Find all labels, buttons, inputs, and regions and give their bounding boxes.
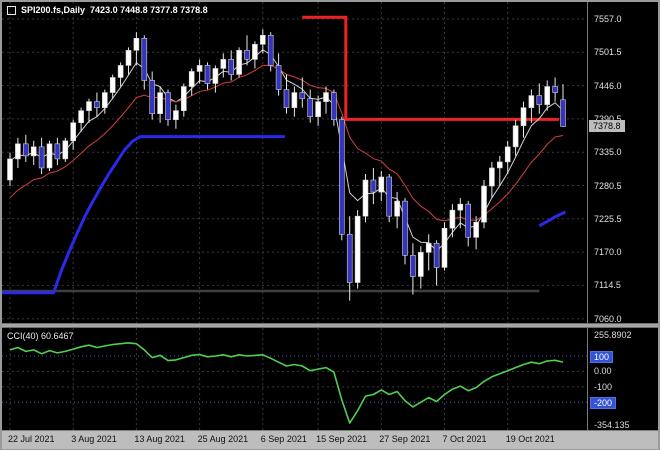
current-price-badge: 7378.8: [589, 120, 625, 133]
cci-axis-label: -100: [594, 381, 613, 392]
price-axis-label: 7390.5: [594, 113, 622, 124]
cci-panel-canvas[interactable]: [2, 328, 587, 430]
price-axis-label: 7446.0: [594, 80, 622, 91]
cci-axis-label: -354.135: [594, 420, 630, 430]
symbol-period-label: SPI200.fs,Daily: [21, 5, 86, 15]
time-axis-label: 25 Aug 2021: [197, 434, 249, 444]
price-axis-label: 7335.0: [594, 147, 622, 158]
ohlc-values: 7423.0 7448.8 7377.8 7378.8: [90, 5, 208, 15]
cci-level-badge: 100: [590, 351, 614, 364]
chart-icon: [7, 5, 16, 15]
cci-axis-label: 255.8902: [594, 330, 632, 340]
time-axis-label: 22 Jul 2021: [8, 434, 55, 444]
price-chart-canvas[interactable]: [2, 2, 587, 323]
cci-axis[interactable]: 255.8902 100 0.00 -100 -200 -354.135: [587, 328, 657, 430]
price-axis-label: 7557.0: [594, 14, 622, 24]
time-axis-label: 6 Sep 2021: [260, 434, 307, 444]
price-axis-label: 7114.5: [594, 280, 621, 291]
time-axis-label: 7 Oct 2021: [442, 434, 487, 444]
time-axis-label: 3 Aug 2021: [71, 434, 117, 444]
time-axis-label: 15 Sep 2021: [316, 434, 368, 444]
panel-separator[interactable]: [2, 323, 658, 328]
price-axis[interactable]: 7378.8 7557.0 7501.5 7446.0 7390.5 7335.0 728…: [587, 2, 657, 324]
price-axis-label: 7060.0: [594, 313, 622, 324]
price-axis-label: 7501.5: [594, 47, 622, 58]
price-axis-label: 7170.0: [594, 247, 622, 258]
time-axis-label: 13 Aug 2021: [134, 434, 185, 444]
cci-axis-label: 0.00: [594, 366, 612, 377]
price-axis-label: 7280.5: [594, 180, 622, 191]
chart-ohlc-header: SPI200.fs,Daily 7423.0 7448.8 7377.8 737…: [7, 5, 208, 15]
cci-indicator-label: CCI(40) 60.6467: [7, 331, 74, 341]
time-axis[interactable]: 22 Jul 2021 3 Aug 2021 13 Aug 2021 25 Aug 2…: [2, 430, 658, 449]
time-axis-label: 19 Oct 2021: [505, 434, 555, 444]
cci-level-badge: -200: [590, 397, 617, 410]
price-axis-label: 7225.5: [594, 213, 622, 224]
time-axis-label: 27 Sep 2021: [379, 434, 431, 444]
